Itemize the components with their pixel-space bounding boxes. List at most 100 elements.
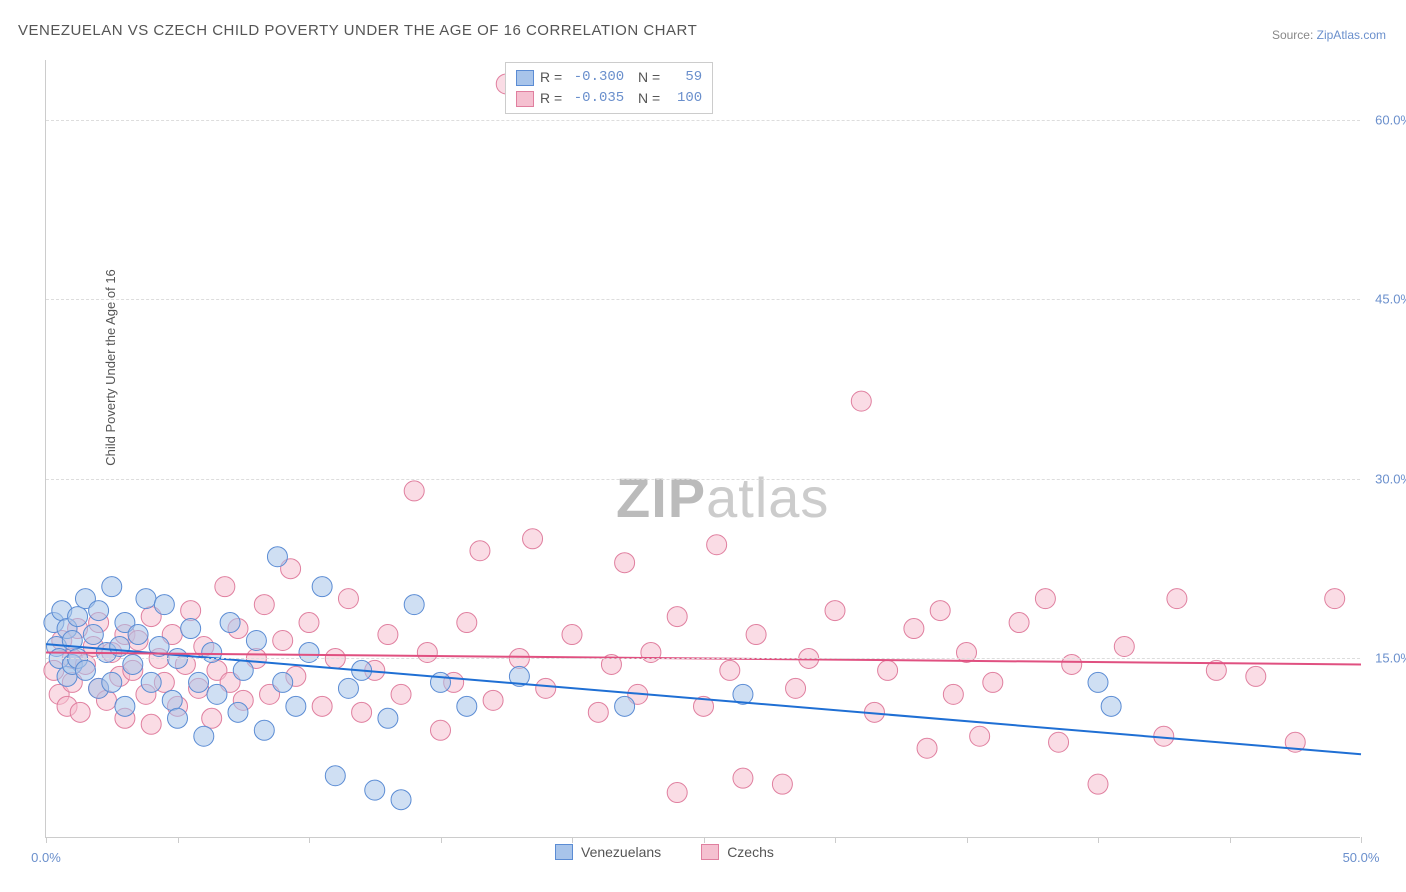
data-point [141, 672, 161, 692]
data-point [267, 547, 287, 567]
data-point [89, 601, 109, 621]
series-name: Venezuelans [581, 844, 661, 860]
x-tick [835, 837, 836, 843]
chart-plot-area: ZIPatlas 15.0%30.0%45.0%60.0%0.0%50.0% [45, 60, 1360, 838]
legend-swatch [516, 70, 534, 86]
data-point [299, 613, 319, 633]
data-point [536, 678, 556, 698]
data-point [338, 678, 358, 698]
data-point [772, 774, 792, 794]
data-point [746, 625, 766, 645]
source-prefix: Source: [1272, 28, 1317, 42]
data-point [615, 553, 635, 573]
data-point [786, 678, 806, 698]
legend-n-label: N = [630, 67, 660, 88]
data-point [878, 660, 898, 680]
data-point [233, 660, 253, 680]
data-point [312, 577, 332, 597]
data-point [523, 529, 543, 549]
data-point [68, 607, 88, 627]
data-point [325, 766, 345, 786]
data-point [1009, 613, 1029, 633]
data-point [1246, 666, 1266, 686]
legend-r-value: -0.035 [568, 88, 624, 109]
data-point [1114, 636, 1134, 656]
data-point [1088, 774, 1108, 794]
legend-n-value: 59 [666, 67, 702, 88]
data-point [904, 619, 924, 639]
data-point [970, 726, 990, 746]
data-point [667, 607, 687, 627]
data-point [102, 672, 122, 692]
y-tick-label: 60.0% [1375, 112, 1406, 127]
data-point [930, 601, 950, 621]
data-point [1325, 589, 1345, 609]
series-legend-item: Venezuelans [555, 844, 661, 860]
data-point [431, 720, 451, 740]
data-point [404, 481, 424, 501]
legend-r-label: R = [540, 88, 562, 109]
data-point [1101, 696, 1121, 716]
data-point [352, 702, 372, 722]
data-point [378, 708, 398, 728]
gridline [46, 299, 1360, 300]
series-name: Czechs [727, 844, 774, 860]
legend-swatch [516, 91, 534, 107]
gridline [46, 658, 1360, 659]
data-point [615, 696, 635, 716]
data-point [254, 720, 274, 740]
data-point [181, 619, 201, 639]
source-link[interactable]: ZipAtlas.com [1317, 28, 1386, 42]
data-point [457, 696, 477, 716]
data-point [562, 625, 582, 645]
data-point [273, 672, 293, 692]
data-point [641, 642, 661, 662]
chart-title: VENEZUELAN VS CZECH CHILD POVERTY UNDER … [18, 22, 697, 39]
data-point [983, 672, 1003, 692]
data-point [246, 631, 266, 651]
data-point [378, 625, 398, 645]
data-point [154, 595, 174, 615]
data-point [220, 613, 240, 633]
data-point [391, 790, 411, 810]
data-point [83, 625, 103, 645]
data-point [299, 642, 319, 662]
x-tick [967, 837, 968, 843]
data-point [431, 672, 451, 692]
data-point [128, 625, 148, 645]
data-point [588, 702, 608, 722]
data-point [470, 541, 490, 561]
x-tick [46, 837, 47, 843]
data-point [1167, 589, 1187, 609]
data-point [338, 589, 358, 609]
data-point [75, 660, 95, 680]
data-point [162, 690, 182, 710]
scatter-svg [46, 60, 1360, 837]
data-point [70, 702, 90, 722]
data-point [215, 577, 235, 597]
legend-r-value: -0.300 [568, 67, 624, 88]
series-legend-item: Czechs [701, 844, 774, 860]
data-point [483, 690, 503, 710]
data-point [102, 577, 122, 597]
x-tick [572, 837, 573, 843]
data-point [189, 672, 209, 692]
legend-swatch [701, 844, 719, 860]
data-point [1062, 654, 1082, 674]
data-point [123, 654, 143, 674]
data-point [168, 708, 188, 728]
y-tick-label: 45.0% [1375, 292, 1406, 307]
data-point [136, 589, 156, 609]
series-legend: Venezuelans Czechs [555, 844, 774, 860]
data-point [1049, 732, 1069, 752]
data-point [733, 768, 753, 788]
x-tick [1098, 837, 1099, 843]
data-point [202, 708, 222, 728]
y-tick-label: 15.0% [1375, 651, 1406, 666]
legend-n-label: N = [630, 88, 660, 109]
data-point [391, 684, 411, 704]
legend-r-label: R = [540, 67, 562, 88]
x-tick [441, 837, 442, 843]
data-point [943, 684, 963, 704]
source-attribution: Source: ZipAtlas.com [1272, 28, 1386, 42]
